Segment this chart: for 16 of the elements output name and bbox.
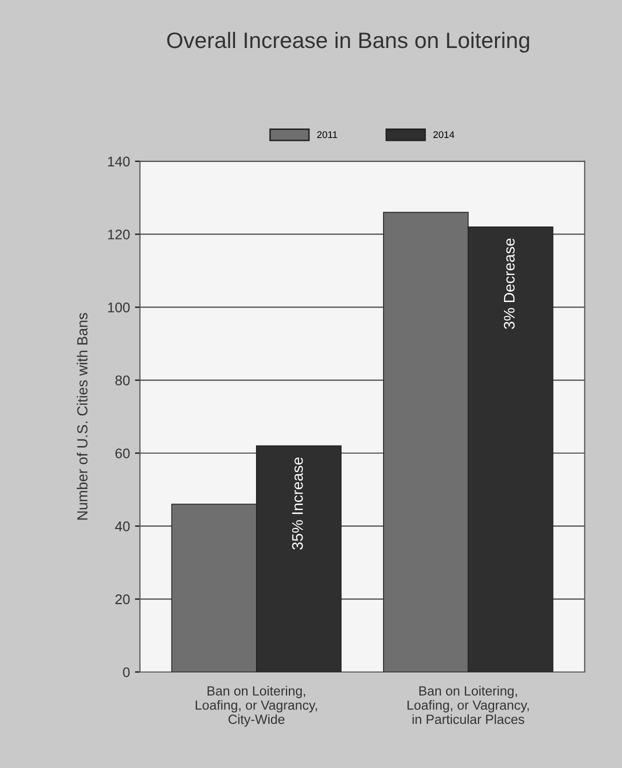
- y-tick-label: 40: [115, 521, 130, 532]
- y-tick-label: 80: [115, 375, 130, 386]
- y-axis-title: Number of U.S. Cities with Bans: [76, 313, 88, 520]
- legend-label: 2014: [433, 131, 454, 138]
- annotation: 35% Increase: [292, 457, 303, 550]
- x-tick-label: Ban on Loitering, Loafing, or Vagrancy, City-Wide: [196, 686, 317, 727]
- annotation: 3% Decrease: [504, 238, 515, 330]
- y-tick-label: 120: [108, 230, 130, 240]
- y-tick-label: 60: [115, 448, 130, 458]
- y-tick-label: 20: [115, 594, 130, 604]
- y-tick-label: 140: [108, 156, 130, 166]
- y-tick-label: 0: [123, 667, 130, 678]
- legend-label: 2011: [317, 131, 338, 138]
- x-tick-label: Ban on Loitering, Loafing, or Vagrancy, in Particular Places: [408, 686, 529, 724]
- y-tick-label: 100: [108, 302, 130, 312]
- chart-title: Overall Increase in Bans on Loitering: [167, 32, 530, 53]
